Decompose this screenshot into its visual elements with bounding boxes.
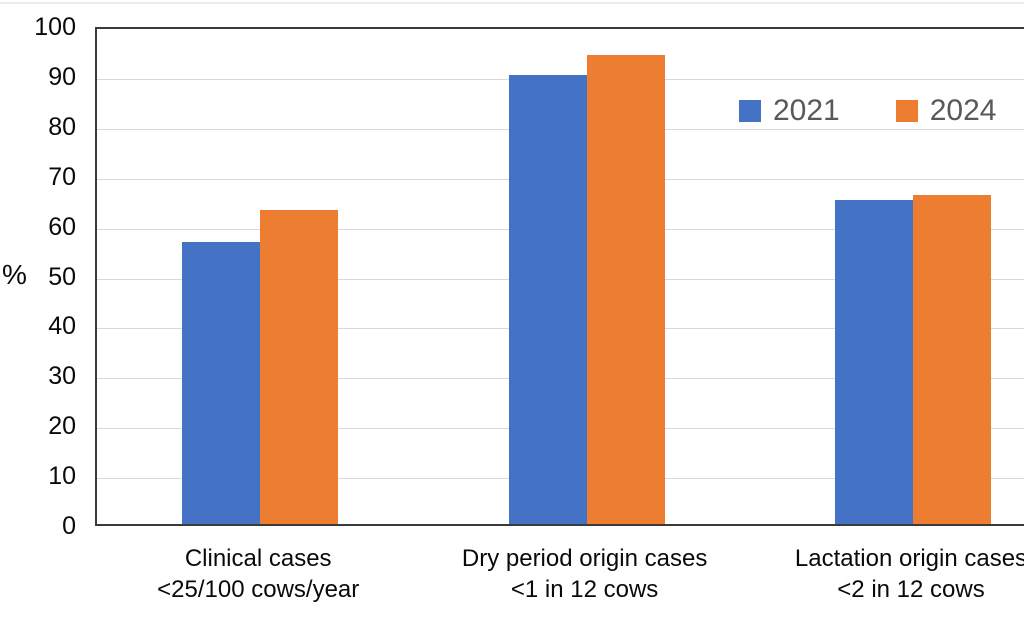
legend-swatch-icon xyxy=(895,100,918,122)
x-axis-label-line2: <1 in 12 cows xyxy=(510,576,659,603)
legend-item-2021: 2021 xyxy=(739,96,840,126)
y-tick-label-80: 80 xyxy=(48,112,76,141)
x-axis-label-line2: <25/100 cows/year xyxy=(157,576,360,603)
legend: 2021 2024 xyxy=(739,96,997,126)
plot-area xyxy=(95,27,1024,526)
y-axis-title: % xyxy=(2,259,27,290)
y-tick-label-10: 10 xyxy=(48,462,76,491)
legend-label: 2024 xyxy=(929,94,997,127)
y-tick-label-20: 20 xyxy=(48,412,76,441)
bar-2021-dry-period-origin-cases xyxy=(508,74,587,524)
y-tick-label-90: 90 xyxy=(48,62,76,91)
legend-item-2024: 2024 xyxy=(895,94,997,127)
x-axis-label-lactation-origin-cases: Lactation origin cases <2 in 12 cows xyxy=(731,543,1024,605)
y-tick-label-40: 40 xyxy=(48,312,76,341)
x-axis-label-line2: <2 in 12 cows xyxy=(837,576,985,603)
y-tick-label-70: 70 xyxy=(48,162,76,191)
y-tick-label-60: 60 xyxy=(48,212,76,241)
y-tick-label-0: 0 xyxy=(62,512,76,540)
bar-2021-lactation-origin-cases xyxy=(835,199,913,524)
x-axis-label-line1: Dry period origin cases xyxy=(461,545,708,572)
bar-2024-dry-period-origin-cases xyxy=(586,54,665,524)
bar-2024-clinical-cases xyxy=(260,209,339,524)
x-axis-label-line1: Lactation origin cases xyxy=(794,545,1024,572)
y-tick-label-30: 30 xyxy=(48,362,76,391)
x-axis-label-line1: Clinical cases xyxy=(184,545,332,572)
y-tick-label-50: 50 xyxy=(48,262,76,291)
x-axis-label-dry-period-origin-cases: Dry period origin cases <1 in 12 cows xyxy=(405,543,765,605)
bar-2024-lactation-origin-cases xyxy=(913,194,991,524)
y-tick-label-100: 100 xyxy=(34,13,76,41)
bar-2021-clinical-cases xyxy=(182,242,261,524)
legend-label: 2021 xyxy=(773,94,840,127)
x-axis-label-clinical-cases: Clinical cases <25/100 cows/year xyxy=(78,543,438,605)
chart-top-edge xyxy=(0,2,1024,4)
legend-swatch-icon xyxy=(739,100,761,122)
